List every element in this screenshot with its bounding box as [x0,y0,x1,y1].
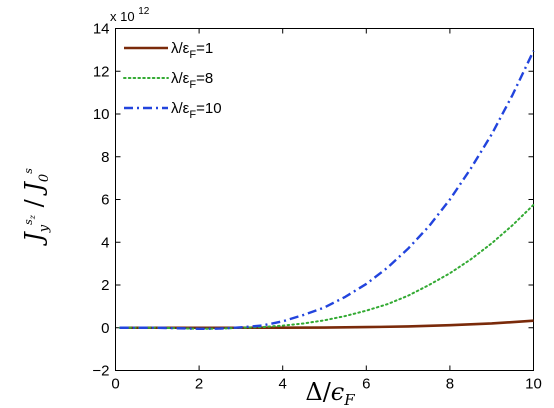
series-line-1 [119,319,534,330]
y-tick-label: 0 [101,320,109,337]
series-line-3 [119,50,535,331]
legend-label-1: λ/εF=1 [171,40,213,61]
y-tick-label: 8 [101,149,109,166]
y-tick-label: 10 [93,106,110,123]
y-multiplier-label: x 10 12 [110,6,150,24]
legend-label-2: λ/εF=8 [171,70,213,91]
x-tick-label: 0 [111,376,119,393]
x-tick-label: 2 [195,376,203,393]
y-tick-label: 2 [101,277,109,294]
y-multiplier-exponent: 12 [138,6,150,17]
legend-label-3: λ/εF=10 [171,100,222,121]
legend: λ/εF=1 λ/εF=8 λ/εF=10 [123,40,222,121]
y-tick-label: 6 [101,192,109,209]
svg-text:x 10 12: x 10 12 [110,6,150,24]
y-multiplier-base: x 10 [110,9,135,24]
y-tick-label: 14 [93,21,110,38]
y-tick-label: 12 [93,63,110,80]
y-tick-label: −2 [92,363,109,380]
y-axis-label: Jysz / J0s [20,168,52,247]
x-tick-label: 4 [279,376,287,393]
series-line-2 [118,203,535,330]
x-tick-label: 8 [446,376,454,393]
y-tick-label: 4 [101,234,109,251]
x-tick-label: 6 [362,376,370,393]
x-tick-label: 10 [525,376,542,393]
x-axis-label: Δ/ϵF [305,378,355,408]
